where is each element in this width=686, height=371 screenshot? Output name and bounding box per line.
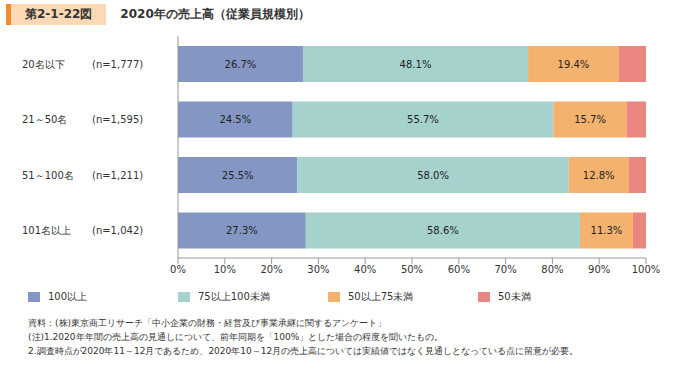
svg-text:70%: 70% [494,264,516,275]
html-text:第2-1-22図: 第2-1-22図 [25,6,93,21]
svg-text:58.0%: 58.0% [417,170,449,181]
html-text:75以上100未満: 75以上100未満 [198,291,270,302]
svg-text:10%: 10% [214,264,236,275]
html-text:50未満: 50未満 [498,291,531,302]
svg-text:60%: 60% [448,264,470,275]
svg-text:24.5%: 24.5% [219,114,251,125]
html-text:資料：(株)東京商工リサーチ「中小企業の財務・経営及び事業承: 資料：(株)東京商工リサーチ「中小企業の財務・経営及び事業承継に関するアンケート… [28,318,386,328]
svg-text:(n=1,777): (n=1,777) [92,59,143,70]
svg-text:20名以下: 20名以下 [22,59,65,70]
html-text:(注)1.2020年年間の売上高の見通しについて、前年同期を: (注)1.2020年年間の売上高の見通しについて、前年同期を「100%」とした場… [28,332,444,342]
svg-text:25.5%: 25.5% [222,170,254,181]
svg-text:101名以上: 101名以上 [22,225,71,236]
svg-text:51～100名: 51～100名 [22,170,74,181]
svg-text:15.7%: 15.7% [574,114,606,125]
svg-text:12.8%: 12.8% [583,170,615,181]
svg-text:50%: 50% [401,264,423,275]
svg-text:0%: 0% [170,264,186,275]
svg-text:100%: 100% [632,264,661,275]
svg-text:55.7%: 55.7% [407,114,439,125]
svg-text:(n=1,042): (n=1,042) [92,225,143,236]
svg-text:(n=1,211): (n=1,211) [92,170,143,181]
svg-text:48.1%: 48.1% [400,59,432,70]
svg-text:40%: 40% [354,264,376,275]
svg-text:80%: 80% [541,264,563,275]
svg-text:21～50名: 21～50名 [22,114,67,125]
svg-text:(n=1,595): (n=1,595) [92,114,143,125]
svg-text:27.3%: 27.3% [226,225,258,236]
svg-text:19.4%: 19.4% [558,59,590,70]
html-text:100以上: 100以上 [48,291,88,302]
html-text:50以上75未満: 50以上75未満 [348,291,414,302]
html-text:2.調査時点が2020年11～12月であるため、2020年1: 2.調査時点が2020年11～12月であるため、2020年10～12月の売上高に… [28,346,579,356]
svg-text:26.7%: 26.7% [225,59,257,70]
svg-text:20%: 20% [260,264,282,275]
svg-text:58.6%: 58.6% [427,225,459,236]
svg-text:11.3%: 11.3% [591,225,623,236]
svg-text:30%: 30% [307,264,329,275]
html-text:2020年の売上高（従業員規模別）: 2020年の売上高（従業員規模別） [120,6,310,21]
svg-text:90%: 90% [588,264,610,275]
